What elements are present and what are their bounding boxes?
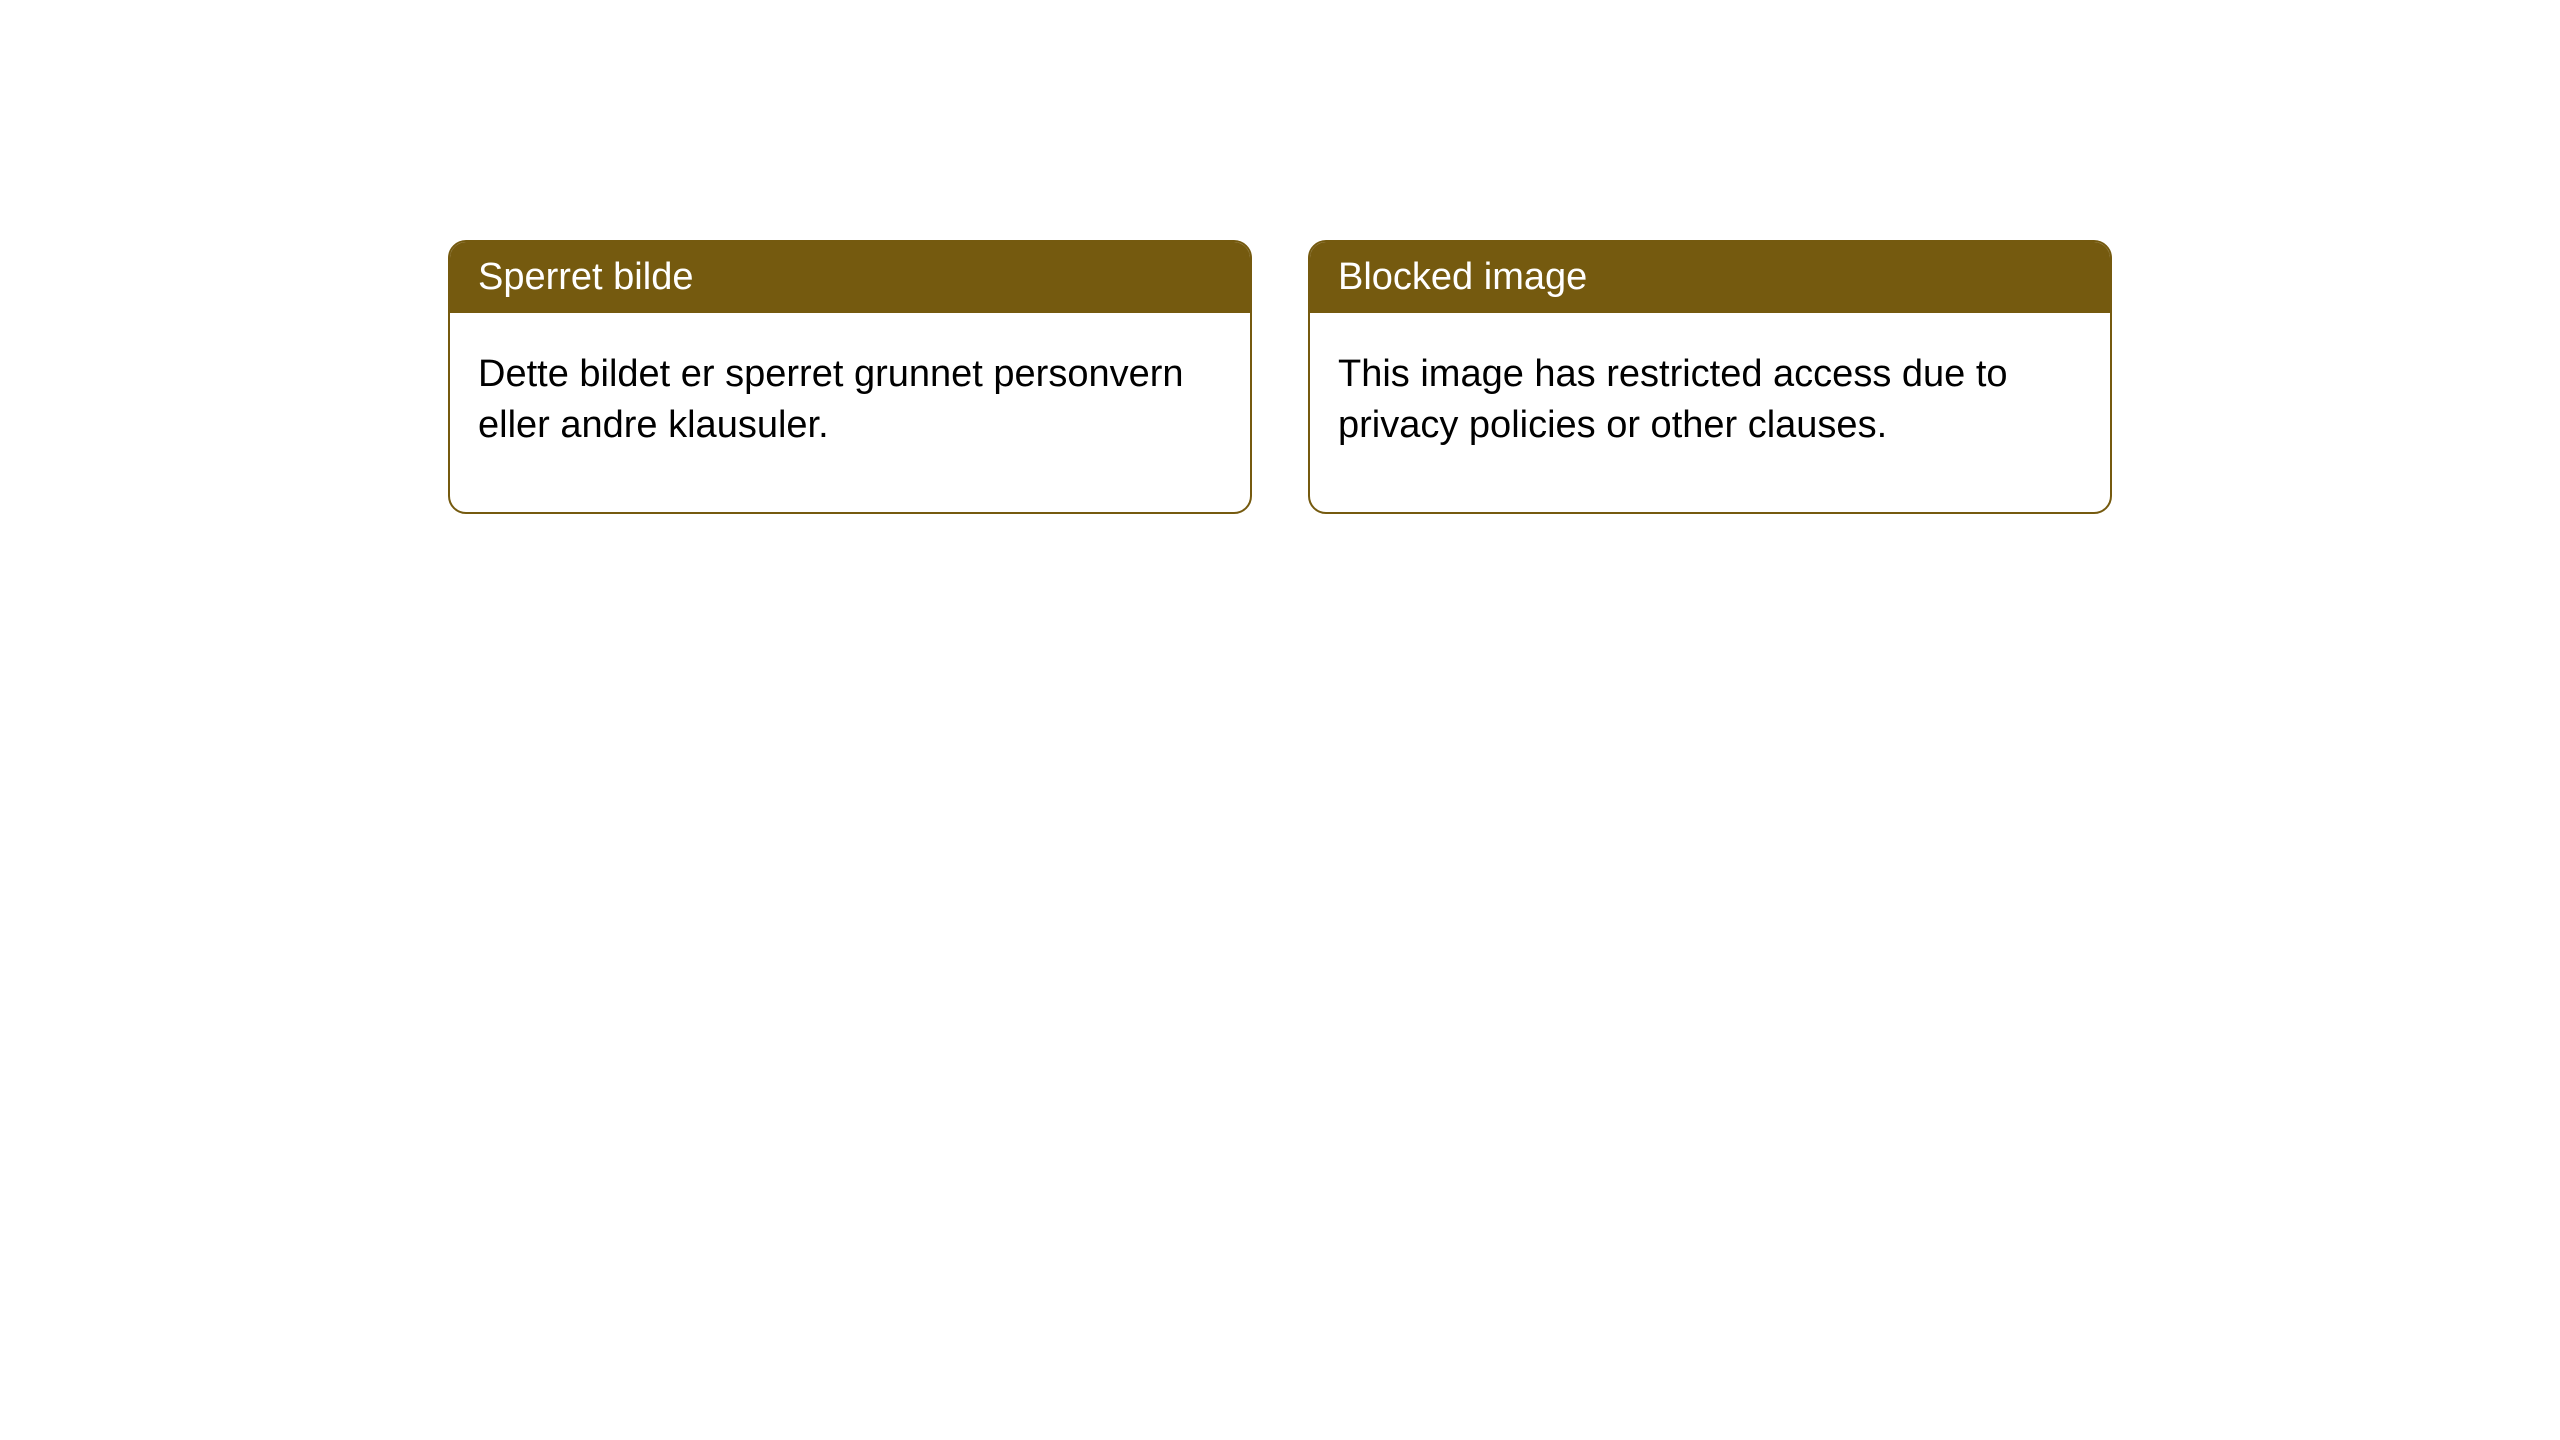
card-header: Blocked image xyxy=(1310,242,2110,313)
card-body-text: Dette bildet er sperret grunnet personve… xyxy=(478,353,1184,446)
card-body: Dette bildet er sperret grunnet personve… xyxy=(450,313,1250,512)
card-body-text: This image has restricted access due to … xyxy=(1338,353,2008,446)
card-title: Sperret bilde xyxy=(478,256,693,298)
notice-card-english: Blocked image This image has restricted … xyxy=(1308,240,2112,514)
card-body: This image has restricted access due to … xyxy=(1310,313,2110,512)
cards-container: Sperret bilde Dette bildet er sperret gr… xyxy=(0,0,2560,514)
card-title: Blocked image xyxy=(1338,256,1587,298)
card-header: Sperret bilde xyxy=(450,242,1250,313)
notice-card-norwegian: Sperret bilde Dette bildet er sperret gr… xyxy=(448,240,1252,514)
